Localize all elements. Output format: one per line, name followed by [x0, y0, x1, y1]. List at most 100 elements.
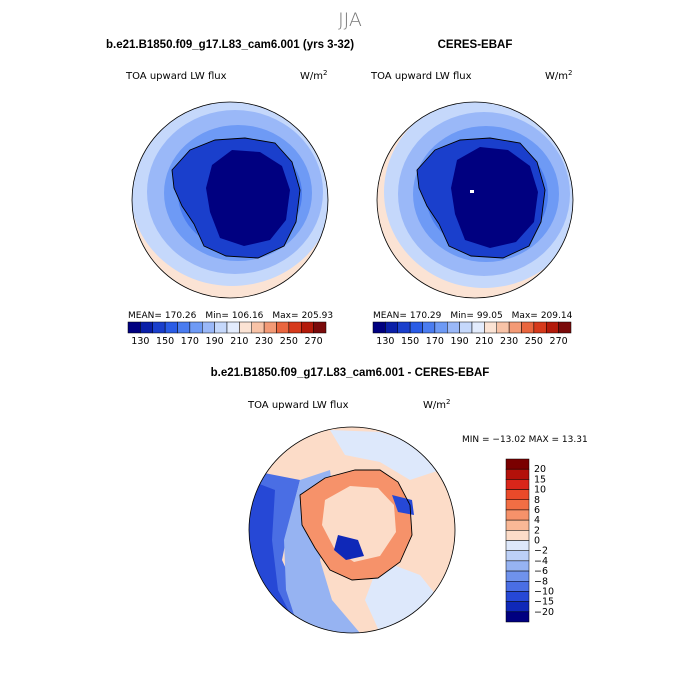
map-pole-hole: [470, 190, 474, 193]
colorbar-tick-label: −10: [534, 586, 554, 597]
colorbar-swatch: [533, 321, 547, 334]
panel-model: b.e21.B1850.f09_g17.L83_cam6.001 (yrs 3-…: [106, 39, 354, 347]
panel-diff-variable: TOA upward LW flux: [247, 400, 349, 411]
colorbar-swatch: [505, 581, 530, 592]
panel-obs-units-exp: 2: [568, 69, 572, 77]
colorbar-swatch: [152, 321, 166, 334]
colorbar-tick-label: 170: [181, 336, 199, 347]
colorbar-swatch: [505, 550, 530, 562]
panel-model-units-text: W/m: [300, 71, 323, 82]
colorbar-tick-label: −6: [534, 566, 548, 577]
colorbar-tick-label: 130: [131, 336, 149, 347]
panel-diff: b.e21.B1850.f09_g17.L83_cam6.001 - CERES…: [211, 367, 588, 634]
colorbar-swatch: [140, 321, 153, 334]
colorbar-swatch: [521, 321, 535, 334]
panel-diff-map-border: [248, 426, 456, 634]
colorbar-swatch: [263, 321, 277, 334]
colorbar-swatch: [505, 519, 530, 531]
panel-obs-colorbar: 130 150 170 190 210 230 250 270: [372, 321, 572, 347]
colorbar-tick-label: 270: [550, 336, 568, 347]
colorbar-tick-label: 190: [206, 336, 224, 347]
colorbar-swatch: [505, 560, 530, 572]
map-coastline: [299, 469, 413, 581]
colorbar-tick-label: −8: [534, 576, 548, 587]
panel-obs-title: CERES-EBAF: [438, 39, 513, 51]
panel-model-stats: MEAN= 170.26 Min= 106.16 Max= 205.93: [128, 311, 333, 321]
colorbar-tick-label: 130: [376, 336, 394, 347]
panel-obs-mean: 170.29: [410, 311, 442, 321]
colorbar-tick-label: 8: [534, 495, 540, 506]
colorbar-tick-label: 2: [534, 525, 540, 536]
panel-model-min-label: Min=: [205, 311, 229, 321]
colorbar-tick-label: 6: [534, 505, 540, 516]
panel-obs-variable: TOA upward LW flux: [370, 71, 472, 82]
panel-model-max: 205.93: [302, 311, 334, 321]
colorbar-tick-label: 20: [534, 464, 546, 475]
colorbar-swatch: [558, 321, 572, 334]
colorbar-swatch: [459, 321, 473, 334]
colorbar-swatch: [214, 321, 228, 334]
panel-diff-units-text: W/m: [423, 400, 446, 411]
panel-model-variable: TOA upward LW flux: [125, 71, 227, 82]
panel-model-colorbar: 130 150 170 190 210 230 250 270: [127, 321, 327, 347]
colorbar-tick-label: 4: [534, 515, 540, 526]
colorbar-swatch: [239, 321, 252, 334]
colorbar-tick-label: −20: [534, 607, 554, 618]
panel-diff-title: b.e21.B1850.f09_g17.L83_cam6.001 - CERES…: [211, 367, 490, 379]
colorbar-tick-label: 210: [230, 336, 248, 347]
panel-obs-max-label: Max=: [512, 311, 538, 321]
colorbar-tick-label: 250: [525, 336, 543, 347]
colorbar-tick-label: 150: [156, 336, 174, 347]
colorbar-tick-label: 210: [475, 336, 493, 347]
panel-diff-units-exp: 2: [446, 398, 450, 406]
colorbar-swatch: [505, 540, 530, 551]
panel-model-max-label: Max=: [272, 311, 298, 321]
panel-model-title: b.e21.B1850.f09_g17.L83_cam6.001 (yrs 3-…: [106, 39, 354, 51]
panel-obs-stats: MEAN= 170.29 Min= 99.05 Max= 209.14: [373, 311, 573, 321]
colorbar-swatch: [505, 591, 530, 602]
colorbar-swatch: [505, 611, 530, 623]
map-north-weak: [330, 430, 440, 480]
colorbar-swatch: [276, 321, 290, 334]
colorbar-swatch: [202, 321, 215, 334]
colorbar-swatch: [447, 321, 460, 334]
colorbar-tick-label: −15: [534, 597, 554, 608]
colorbar-swatch: [505, 509, 530, 521]
panel-obs-mean-label: MEAN=: [373, 311, 407, 321]
colorbar-tick-label: 230: [255, 336, 273, 347]
colorbar-swatch: [301, 321, 314, 334]
panel-model-map-border: [131, 101, 329, 299]
colorbar-tick-label: 0: [534, 536, 540, 547]
panel-obs-max: 209.14: [541, 311, 573, 321]
colorbar-swatch: [434, 321, 448, 334]
colorbar-swatch: [288, 321, 302, 334]
colorbar-tick-label: 270: [305, 336, 323, 347]
map-coastline: [416, 137, 546, 259]
colorbar-swatch: [505, 468, 530, 480]
colorbar-tick-label: 190: [451, 336, 469, 347]
colorbar-swatch: [251, 321, 265, 334]
colorbar-tick-label: 150: [401, 336, 419, 347]
colorbar-swatch: [409, 321, 423, 334]
panel-obs-map: [377, 102, 573, 298]
map-antarctica-plateau: [206, 150, 290, 246]
colorbar-swatch: [505, 479, 530, 490]
colorbar-swatch: [505, 458, 530, 470]
panel-diff-stats: MIN = −13.02 MAX = 13.31: [462, 435, 588, 445]
colorbar-swatch: [505, 601, 530, 613]
colorbar-swatch: [471, 321, 485, 334]
map-ross-neg: [334, 535, 364, 560]
map-antarctica-plateau: [451, 147, 538, 248]
colorbar-swatch: [164, 321, 178, 334]
figure-title: JJA: [338, 9, 362, 31]
panel-model-units-exp: 2: [323, 69, 327, 77]
colorbar-swatch: [313, 321, 327, 334]
colorbar-swatch: [372, 321, 386, 334]
colorbar-tick-label: 230: [500, 336, 518, 347]
colorbar-swatch: [546, 321, 559, 334]
colorbar-tick-label: 15: [534, 474, 546, 485]
colorbar-swatch: [127, 321, 141, 334]
map-coastline: [171, 137, 301, 259]
